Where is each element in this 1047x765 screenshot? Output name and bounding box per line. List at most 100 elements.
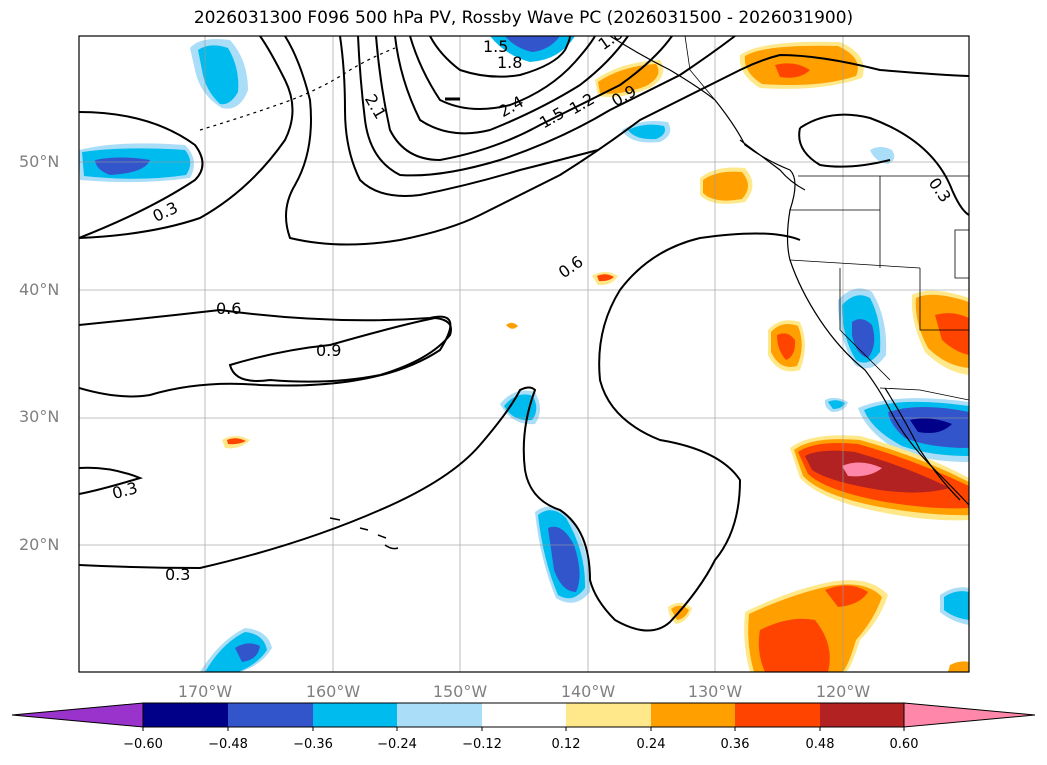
anomaly-patch — [842, 462, 882, 477]
contour-label: 0.3 — [925, 174, 955, 206]
map-title: 2026031300 F096 500 hPa PV, Rossby Wave … — [193, 8, 854, 28]
contour-label: 0.6 — [555, 252, 587, 282]
colorbar-tick-label: 0.12 — [551, 737, 581, 752]
contour-label: 0.3 — [165, 565, 190, 584]
alaska-canada-border — [684, 36, 716, 101]
contour-label: 1.8 — [595, 24, 627, 54]
anomaly-patch — [825, 585, 868, 607]
positive-anomalies — [222, 41, 969, 672]
contour-line — [429, 36, 571, 78]
anomaly-patch — [205, 632, 267, 672]
colorbar-segment — [397, 703, 482, 727]
lon-label-170w: 170°W — [177, 682, 233, 701]
anomaly-patch — [548, 526, 580, 592]
lon-label-130w: 130°W — [687, 682, 743, 701]
contour-line — [284, 36, 969, 246]
contour-line — [375, 36, 673, 162]
colorbar-arrow-left — [11, 702, 144, 728]
anomaly-patch — [506, 322, 518, 329]
contour-label: 0.9 — [316, 341, 341, 360]
anomaly-patch — [935, 313, 969, 355]
contour-line — [798, 127, 891, 168]
colorbar-segment — [228, 703, 313, 727]
contour-label: 0.3 — [110, 478, 140, 503]
anomaly-patch — [775, 63, 810, 78]
contour-line — [339, 36, 599, 197]
contour-label: 0.3 — [150, 198, 181, 226]
colorbar — [11, 702, 1036, 731]
colorbar-segment — [566, 703, 651, 727]
lat-label-20n: 20°N — [19, 535, 60, 554]
contour-line — [79, 308, 452, 398]
lat-label-30n: 30°N — [19, 407, 60, 426]
lat-label-50n: 50°N — [19, 152, 60, 171]
anomaly-patch — [944, 591, 969, 620]
vancouver-island — [739, 139, 806, 191]
colorbar-segment — [820, 703, 904, 727]
colorbar-frame — [142, 702, 905, 728]
contour-line — [228, 316, 452, 383]
anomaly-shading: 0.3 0.6 0.9 0.3 0.3 0.6 2.1 2.4 1.8 1.5 … — [79, 24, 969, 672]
anomaly-patch — [758, 618, 830, 672]
anomaly-patch — [198, 45, 239, 105]
colorbar-segment — [735, 703, 820, 727]
contour-label: 0.6 — [216, 299, 241, 318]
lat-label-40n: 40°N — [19, 280, 60, 299]
anomaly-patch — [597, 274, 614, 282]
colorbar-tick-label: −0.24 — [377, 737, 417, 752]
contour-label: 1.2 — [566, 89, 598, 118]
anomaly-patch — [910, 418, 952, 433]
contour-line — [799, 113, 969, 216]
colorbar-tick-label: 0.60 — [889, 737, 919, 752]
political-borders — [684, 36, 969, 401]
anomaly-patch — [828, 400, 845, 409]
colorbar-tick-label: 0.36 — [720, 737, 750, 752]
contour-line — [79, 466, 144, 495]
lon-label-150w: 150°W — [432, 682, 488, 701]
colorbar-tick-label: 0.24 — [636, 737, 666, 752]
anomaly-patch — [505, 36, 560, 52]
contour-line — [79, 232, 801, 632]
pv-contours — [79, 36, 969, 632]
coastlines — [199, 36, 969, 550]
anomaly-patch — [235, 643, 260, 662]
contour-line — [409, 36, 596, 110]
contour-line — [79, 36, 294, 239]
anomaly-patch — [948, 661, 969, 672]
contour-labels: 0.3 0.6 0.9 0.3 0.3 0.6 2.1 2.4 1.8 1.5 … — [110, 24, 955, 584]
anomaly-patch — [703, 171, 748, 201]
colorbar-tick-label: 0.48 — [805, 737, 835, 752]
lon-label-140w: 140°W — [560, 682, 616, 701]
negative-anomalies — [79, 36, 969, 672]
us-mexico-border — [879, 387, 969, 401]
contour-label: 1.5 — [483, 37, 508, 56]
colorbar-arrow-right — [903, 702, 1036, 728]
contour-line — [357, 36, 736, 177]
state-borders — [789, 176, 969, 381]
contour-label: 1.8 — [497, 53, 522, 72]
graticule — [79, 36, 969, 672]
anomaly-patch — [852, 319, 875, 358]
lon-label-160w: 160°W — [305, 682, 361, 701]
colorbar-tick-label: −0.60 — [123, 737, 163, 752]
contour-line — [394, 36, 629, 135]
colorbar-segment — [482, 703, 566, 727]
hawaiian-islands — [329, 517, 399, 550]
colorbar-tick-label: −0.12 — [462, 737, 502, 752]
anomaly-patch — [227, 438, 246, 445]
colorbar-tick-label: −0.48 — [208, 737, 248, 752]
anomaly-patch — [805, 450, 950, 493]
map-frame — [78, 35, 970, 673]
anomaly-patch — [777, 333, 796, 360]
aleutian-islands — [199, 47, 396, 131]
anomaly-patch — [744, 45, 858, 85]
colorbar-segment — [313, 703, 397, 727]
contour-line — [79, 111, 204, 239]
baja-coast — [884, 387, 961, 501]
anomaly-patch — [628, 124, 665, 140]
lon-label-120w: 120°W — [815, 682, 871, 701]
colorbar-segment — [143, 703, 228, 727]
colorbar-tick-label: −0.36 — [293, 737, 333, 752]
north-america-coast — [609, 36, 969, 506]
